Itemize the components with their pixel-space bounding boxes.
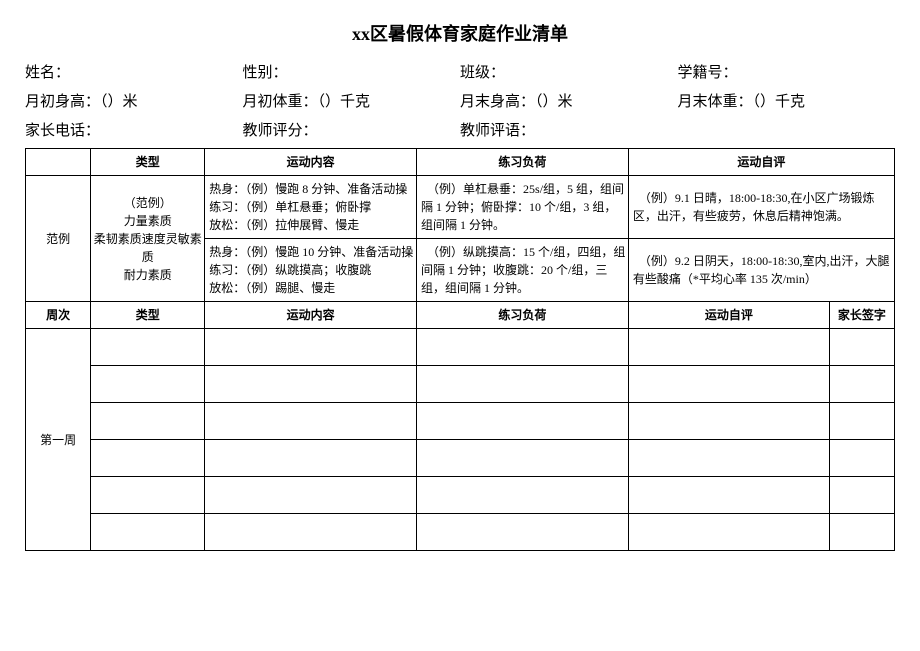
example-eval-1: （例）9.1 日晴，18:00-18:30,在小区广场锻炼区，出汗，有些疲劳，休… xyxy=(628,176,894,239)
cell-content xyxy=(205,403,417,440)
cell-eval xyxy=(628,514,829,551)
example-label: 范例 xyxy=(26,176,91,302)
cell-load xyxy=(417,403,629,440)
page-title: xx区暑假体育家庭作业清单 xyxy=(25,20,895,46)
cell-type xyxy=(91,329,205,366)
cell-content xyxy=(205,440,417,477)
homework-table: 类型 运动内容 练习负荷 运动自评 范例 （范例） 力量素质 柔韧素质速度灵敏素… xyxy=(25,148,895,551)
gender-label: 性别： xyxy=(243,61,461,82)
cell-type xyxy=(91,403,205,440)
name-label: 姓名： xyxy=(25,61,243,82)
cell-load xyxy=(417,514,629,551)
example-content-2: 热身：（例）慢跑 10 分钟、准备活动操 练习：（例）纵跳摸高；收腹跳 放松：（… xyxy=(205,239,417,302)
example-load-1: （例）单杠悬垂：25s/组，5 组，组间隔 1 分钟；俯卧撑：10 个/组，3 … xyxy=(417,176,629,239)
cell-content xyxy=(205,477,417,514)
col-content: 运动内容 xyxy=(205,149,417,176)
start-height: 月初身高：（）米 xyxy=(25,90,243,111)
col-load-2: 练习负荷 xyxy=(417,302,629,329)
col-eval-2: 运动自评 xyxy=(628,302,829,329)
cell-type xyxy=(91,440,205,477)
example-load-2: （例）纵跳摸高：15 个/组，四组，组间隔 1 分钟；收腹跳：20 个/组，三组… xyxy=(417,239,629,302)
example-eval-2: （例）9.2 日阴天，18:00-18:30,室内,出汗，大腿有些酸痛（*平均心… xyxy=(628,239,894,302)
col-blank xyxy=(26,149,91,176)
cell-eval xyxy=(628,329,829,366)
teacher-score: 教师评分： xyxy=(243,119,461,140)
cell-sign xyxy=(829,366,894,403)
col-eval: 运动自评 xyxy=(628,149,894,176)
parent-phone: 家长电话： xyxy=(25,119,243,140)
cell-eval xyxy=(628,366,829,403)
cell-type xyxy=(91,477,205,514)
cell-load xyxy=(417,329,629,366)
class-label: 班级： xyxy=(460,61,678,82)
info-row-1: 姓名： 性别： 班级： 学籍号： xyxy=(25,61,895,82)
cell-sign xyxy=(829,329,894,366)
cell-sign xyxy=(829,514,894,551)
week1-row-6 xyxy=(26,514,895,551)
info-row-2: 月初身高：（）米 月初体重：（）千克 月末身高：（）米 月末体重：（）千克 xyxy=(25,90,895,111)
example-type: （范例） 力量素质 柔韧素质速度灵敏素质 耐力素质 xyxy=(91,176,205,302)
cell-type xyxy=(91,366,205,403)
col-content-2: 运动内容 xyxy=(205,302,417,329)
end-height: 月末身高：（）米 xyxy=(460,90,678,111)
week1-label: 第一周 xyxy=(26,329,91,551)
cell-type xyxy=(91,514,205,551)
cell-sign xyxy=(829,477,894,514)
week1-row-2 xyxy=(26,366,895,403)
cell-load xyxy=(417,477,629,514)
cell-sign xyxy=(829,403,894,440)
sid-label: 学籍号： xyxy=(678,61,896,82)
week1-row-1: 第一周 xyxy=(26,329,895,366)
info-row-3: 家长电话： 教师评分： 教师评语： xyxy=(25,119,895,140)
cell-eval xyxy=(628,477,829,514)
header-row-2: 周次 类型 运动内容 练习负荷 运动自评 家长签字 xyxy=(26,302,895,329)
teacher-comment: 教师评语： xyxy=(460,119,895,140)
cell-sign xyxy=(829,440,894,477)
cell-content xyxy=(205,366,417,403)
week1-row-5 xyxy=(26,477,895,514)
week1-row-4 xyxy=(26,440,895,477)
cell-content xyxy=(205,329,417,366)
cell-content xyxy=(205,514,417,551)
col-load: 练习负荷 xyxy=(417,149,629,176)
example-row-1: 范例 （范例） 力量素质 柔韧素质速度灵敏素质 耐力素质 热身：（例）慢跑 8 … xyxy=(26,176,895,239)
col-week: 周次 xyxy=(26,302,91,329)
col-sign: 家长签字 xyxy=(829,302,894,329)
cell-eval xyxy=(628,440,829,477)
start-weight: 月初体重：（）千克 xyxy=(243,90,461,111)
cell-load xyxy=(417,366,629,403)
col-type: 类型 xyxy=(91,149,205,176)
example-content-1: 热身：（例）慢跑 8 分钟、准备活动操 练习：（例）单杠悬垂；俯卧撑 放松：（例… xyxy=(205,176,417,239)
header-row-1: 类型 运动内容 练习负荷 运动自评 xyxy=(26,149,895,176)
cell-eval xyxy=(628,403,829,440)
end-weight: 月末体重：（）千克 xyxy=(678,90,896,111)
week1-row-3 xyxy=(26,403,895,440)
cell-load xyxy=(417,440,629,477)
col-type-2: 类型 xyxy=(91,302,205,329)
